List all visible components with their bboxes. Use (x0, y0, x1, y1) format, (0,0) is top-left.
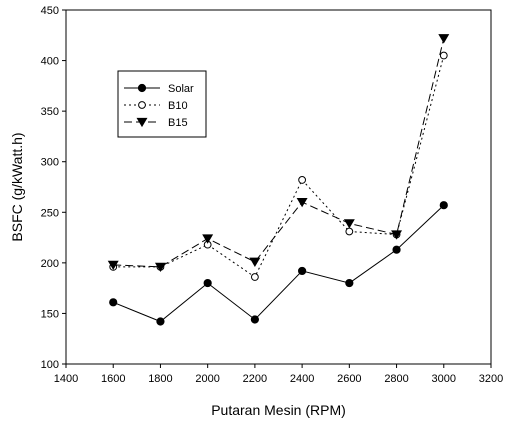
x-tick-label: 3000 (432, 373, 456, 385)
x-tick-label: 2200 (243, 373, 267, 385)
data-point-b10 (250, 273, 259, 281)
plot-area (65, 9, 492, 365)
x-tick-label: 1600 (101, 373, 125, 385)
x-tick-label: 3200 (479, 373, 503, 385)
data-point-b15 (249, 257, 261, 267)
data-point-solar (203, 278, 212, 288)
x-tick-label: 1800 (148, 373, 172, 385)
y-tick-label: 450 (41, 5, 59, 17)
data-point-solar (250, 315, 259, 324)
data-point-b15 (154, 262, 166, 273)
x-axis-label: Putaran Mesin (RPM) (211, 402, 346, 418)
data-point-b15 (343, 219, 355, 229)
data-point-solar (109, 298, 118, 307)
y-tick-label: 150 (41, 308, 59, 320)
data-point-b15 (391, 230, 403, 240)
series-solar (109, 201, 448, 326)
x-tick-label: 2400 (290, 373, 314, 385)
legend: Solar B10 B15 (117, 70, 207, 138)
x-axis: 1400 1600 1800 2000 2200 2400 2600 2800 3000 3200 (54, 364, 503, 385)
data-point-solar (439, 201, 448, 210)
x-tick-label: 2600 (337, 373, 361, 385)
data-point-b15 (202, 234, 214, 244)
series-b15 (107, 34, 450, 273)
y-tick-label: 400 (41, 56, 59, 68)
series-layer (107, 34, 450, 326)
data-point-b10 (439, 51, 448, 60)
data-point-solar (156, 317, 165, 326)
y-tick-label: 100 (41, 359, 59, 371)
data-point-solar (392, 245, 401, 254)
legend-box (117, 70, 207, 138)
data-point-solar (345, 278, 354, 288)
legend-label-b10: B10 (168, 100, 188, 112)
y-tick-label: 250 (41, 207, 59, 219)
legend-label-b15: B15 (168, 117, 188, 129)
y-axis: 100 150 200 250 300 350 400 450 (41, 5, 66, 371)
data-point-b15 (438, 34, 450, 44)
data-point-b15 (107, 260, 119, 271)
legend-label-solar: Solar (168, 83, 194, 95)
x-tick-label: 2800 (384, 373, 408, 385)
series-line-b15 (113, 38, 445, 268)
series-line-b10 (113, 55, 445, 278)
series-line-solar (113, 204, 445, 323)
data-point-b15 (296, 197, 308, 208)
data-point-solar (298, 266, 307, 276)
data-point-b10 (345, 227, 354, 236)
y-axis-label: BSFC (g/kWatt.h) (9, 132, 25, 241)
y-tick-label: 350 (41, 106, 59, 118)
data-point-b10 (298, 176, 307, 184)
legend-marker-b10 (138, 101, 146, 109)
legend-marker-solar (137, 83, 147, 93)
y-tick-label: 200 (41, 258, 59, 270)
x-tick-label: 2000 (195, 373, 219, 385)
legend-marker-b15 (136, 117, 148, 128)
y-tick-label: 300 (41, 157, 59, 169)
x-tick-label: 1400 (54, 373, 78, 385)
